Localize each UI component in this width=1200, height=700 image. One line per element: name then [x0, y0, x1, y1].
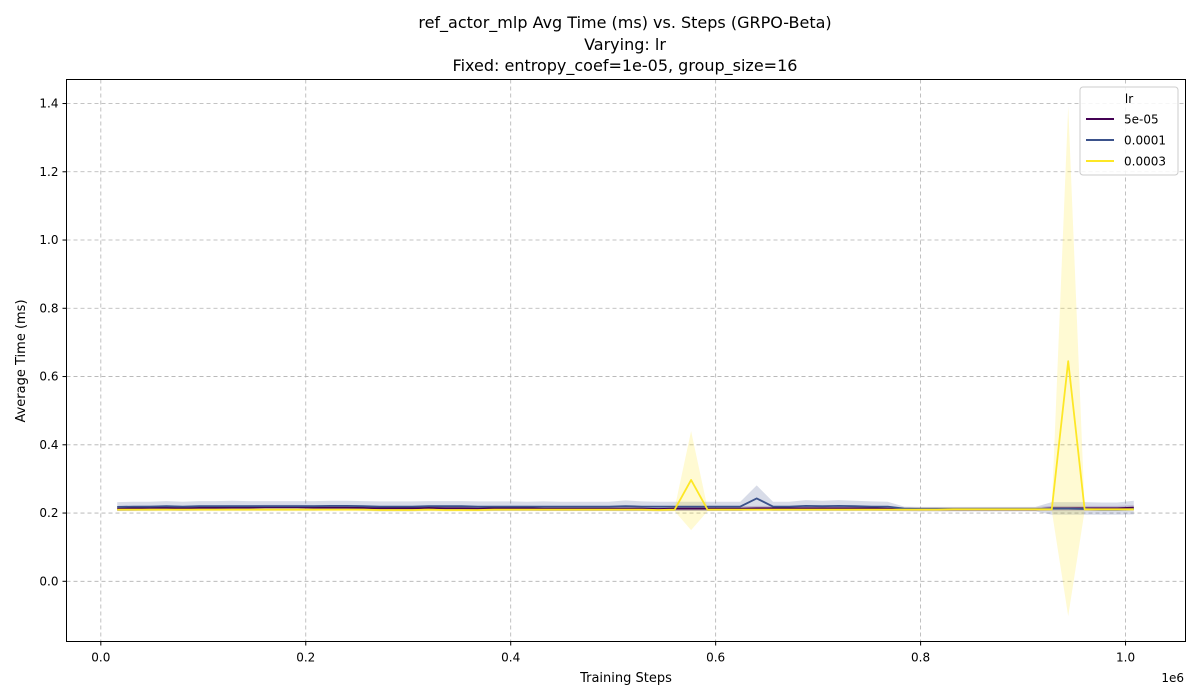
- y-tick-label: 0.4: [39, 438, 58, 452]
- x-tick-label: 0.6: [706, 651, 725, 665]
- legend: lr 5e-05 0.0001 0.0003: [1079, 86, 1179, 176]
- y-tick-label: 0.6: [39, 370, 58, 384]
- chart-subtitle-fixed: Fixed: entropy_coef=1e-05, group_size=16: [453, 56, 798, 76]
- y-axis-label: Average Time (ms): [14, 299, 29, 422]
- legend-label-5e-05: 5e-05: [1124, 113, 1159, 127]
- x-offset-label: 1e6: [1161, 671, 1184, 685]
- y-tick-label: 1.2: [39, 165, 58, 179]
- legend-box: [1079, 86, 1179, 176]
- y-tick-label: 0.8: [39, 301, 58, 315]
- x-tick-label: 0.8: [911, 651, 930, 665]
- x-tick-label: 0.0: [91, 651, 110, 665]
- x-axis-label: Training Steps: [579, 671, 672, 686]
- y-tick-label: 0.2: [39, 506, 58, 520]
- plot-frame: [66, 79, 1186, 642]
- y-tick-label: 1.0: [39, 233, 58, 247]
- chart-title: ref_actor_mlp Avg Time (ms) vs. Steps (G…: [418, 13, 831, 33]
- legend-title: lr: [1125, 92, 1133, 106]
- series-line-0.0003: [117, 360, 1134, 511]
- x-tick-label: 1.0: [1116, 651, 1135, 665]
- x-tick-label: 0.2: [296, 651, 315, 665]
- legend-label-0.0003: 0.0003: [1124, 155, 1166, 169]
- grid: [66, 79, 1186, 642]
- series-lines: [117, 360, 1134, 511]
- legend-label-0.0001: 0.0001: [1124, 134, 1166, 148]
- chart-subtitle-varying: Varying: lr: [584, 35, 666, 54]
- y-tick-label: 0.0: [39, 574, 58, 588]
- y-tick-label: 1.4: [39, 97, 58, 111]
- axes: 0.0 0.2 0.4 0.6 0.8 1.0 0.0 0.2 0.4 0.6 0.8 1.0 1.2 1…: [39, 97, 1135, 665]
- x-tick-label: 0.4: [501, 651, 520, 665]
